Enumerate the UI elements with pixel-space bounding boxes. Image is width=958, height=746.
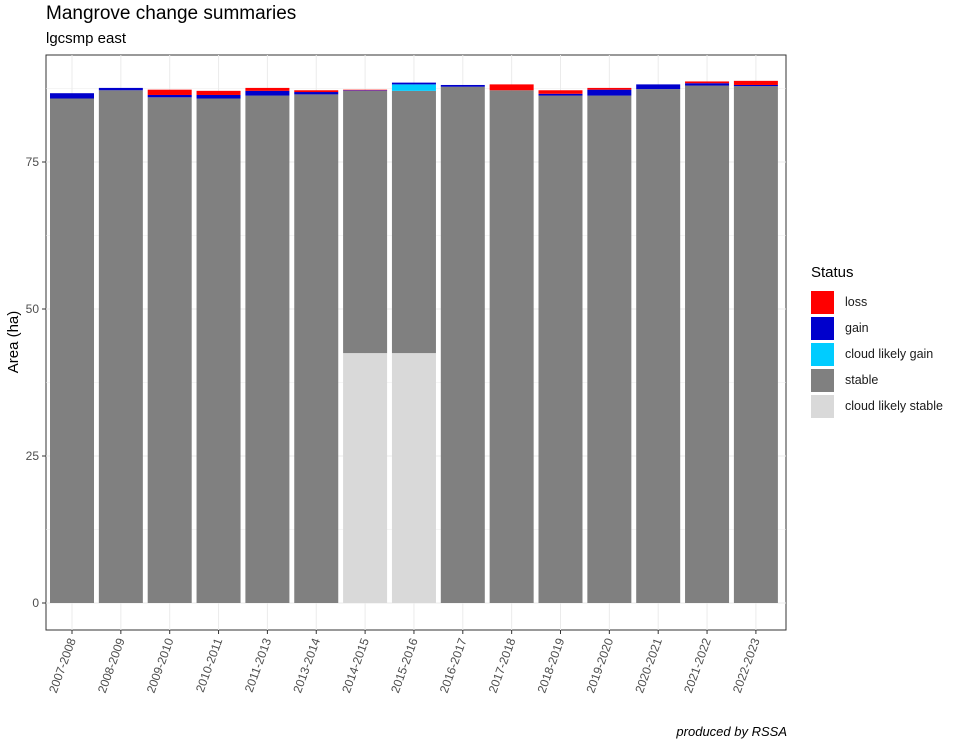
legend-item-gain: gain bbox=[811, 315, 943, 341]
bar-segment-stable bbox=[98, 90, 143, 604]
legend-title: Status bbox=[811, 264, 854, 281]
bar-segment-gain bbox=[636, 84, 681, 90]
bar-segment-stable bbox=[489, 90, 534, 604]
legend-swatch bbox=[811, 290, 834, 314]
bar-segment-loss bbox=[294, 90, 339, 93]
x-tick-label: 2014-2015 bbox=[339, 636, 372, 695]
bar-segment-loss bbox=[538, 90, 583, 94]
bar-segment-stable bbox=[538, 95, 583, 603]
legend-items: loss gain cloud likely gain stable cloud lik… bbox=[811, 289, 943, 419]
y-tick-label: 25 bbox=[26, 449, 40, 463]
legend-label: loss bbox=[845, 295, 868, 309]
x-tick-label: 2011-2013 bbox=[242, 636, 275, 694]
bar-segment-gain bbox=[587, 89, 632, 96]
x-tick-label: 2010-2011 bbox=[193, 636, 226, 694]
bar-segment-gain bbox=[50, 93, 94, 99]
x-tick-label: 2007-2008 bbox=[46, 636, 79, 695]
bar-segment-stable bbox=[440, 86, 485, 603]
legend-swatch bbox=[811, 316, 834, 340]
y-axis-title: Area (ha) bbox=[5, 311, 22, 374]
x-tick-label: 2008-2009 bbox=[95, 636, 128, 695]
legend-swatch bbox=[811, 368, 834, 392]
bar-segment-cloud-likely-gain bbox=[391, 84, 436, 91]
legend-item-stable: stable bbox=[811, 367, 943, 393]
bar-segment-gain bbox=[196, 94, 241, 99]
x-tick-label: 2021-2022 bbox=[681, 636, 714, 695]
bar-segment-stable bbox=[147, 97, 192, 603]
x-tick-label: 2022-2023 bbox=[730, 636, 763, 695]
bar-segment-stable bbox=[685, 85, 730, 603]
bar-segment-stable bbox=[343, 90, 388, 354]
bar-segment-gain bbox=[343, 90, 388, 91]
y-tick-label: 0 bbox=[32, 596, 39, 610]
legend-item-cloud-likely-gain: cloud likely gain bbox=[811, 341, 943, 367]
chart-subtitle: lgcsmp east bbox=[46, 30, 127, 47]
bar-segment-cloud-likely-stable bbox=[343, 353, 388, 603]
bar-segment-gain bbox=[98, 87, 143, 91]
y-axis: 0 25 50 75 bbox=[26, 155, 46, 610]
bar-segment-loss bbox=[587, 87, 632, 90]
bar-segment-stable bbox=[196, 98, 241, 603]
legend-item-cloud-likely-stable: cloud likely stable bbox=[811, 393, 943, 419]
bar-segment-gain bbox=[538, 93, 583, 96]
bar-segment-stable bbox=[636, 89, 681, 603]
legend-label: stable bbox=[845, 373, 879, 387]
bar-segment-loss bbox=[196, 90, 241, 95]
x-tick-label: 2013-2014 bbox=[290, 636, 323, 695]
bar-segment-gain bbox=[733, 84, 778, 87]
bar-segment-gain bbox=[294, 92, 339, 95]
x-tick-label: 2016-2017 bbox=[437, 636, 470, 695]
bar-segment-gain bbox=[440, 84, 485, 87]
x-tick-label: 2019-2020 bbox=[583, 636, 616, 695]
bar-segment-gain bbox=[147, 94, 192, 98]
x-tick-label: 2020-2021 bbox=[632, 636, 665, 695]
bar-segment-loss bbox=[733, 80, 778, 85]
legend-label: cloud likely gain bbox=[845, 347, 934, 361]
chart-title: Mangrove change summaries bbox=[46, 3, 297, 24]
bar-segment-gain bbox=[391, 82, 436, 85]
chart-caption: produced by RSSA bbox=[676, 724, 787, 739]
x-tick-label: 2018-2019 bbox=[535, 636, 568, 695]
bar-segment-stable bbox=[733, 86, 778, 603]
bar-segment-stable bbox=[245, 95, 290, 603]
y-tick-label: 50 bbox=[26, 302, 40, 316]
x-axis: 2007-2008 2008-2009 2009-2010 2010-2011 2011… bbox=[46, 630, 763, 695]
bar-segment-loss bbox=[685, 81, 730, 84]
y-tick-label: 75 bbox=[26, 155, 40, 169]
bar-segment-stable bbox=[391, 90, 436, 354]
legend-swatch bbox=[811, 342, 834, 366]
bar-segment-loss bbox=[245, 87, 290, 91]
x-tick-label: 2009-2010 bbox=[144, 636, 177, 695]
legend-label: gain bbox=[845, 321, 869, 335]
bar-segment-stable bbox=[587, 95, 632, 603]
legend-swatch bbox=[811, 394, 834, 418]
bar-segment-stable bbox=[294, 94, 339, 603]
bar-segment-loss bbox=[343, 89, 388, 91]
bar-segment-gain bbox=[245, 90, 290, 96]
bar-segment-loss bbox=[489, 84, 534, 91]
bar-segment-stable bbox=[50, 98, 94, 603]
legend-label: cloud likely stable bbox=[845, 399, 943, 413]
bar-segment-cloud-likely-stable bbox=[391, 353, 436, 603]
bars bbox=[50, 80, 778, 604]
legend-item-loss: loss bbox=[811, 289, 943, 315]
bar-segment-gain bbox=[685, 83, 730, 86]
bar-segment-loss bbox=[147, 89, 192, 95]
x-tick-label: 2015-2016 bbox=[388, 636, 421, 695]
x-tick-label: 2017-2018 bbox=[486, 636, 519, 695]
legend: Status loss gain cloud likely gain stable cl… bbox=[811, 264, 943, 419]
